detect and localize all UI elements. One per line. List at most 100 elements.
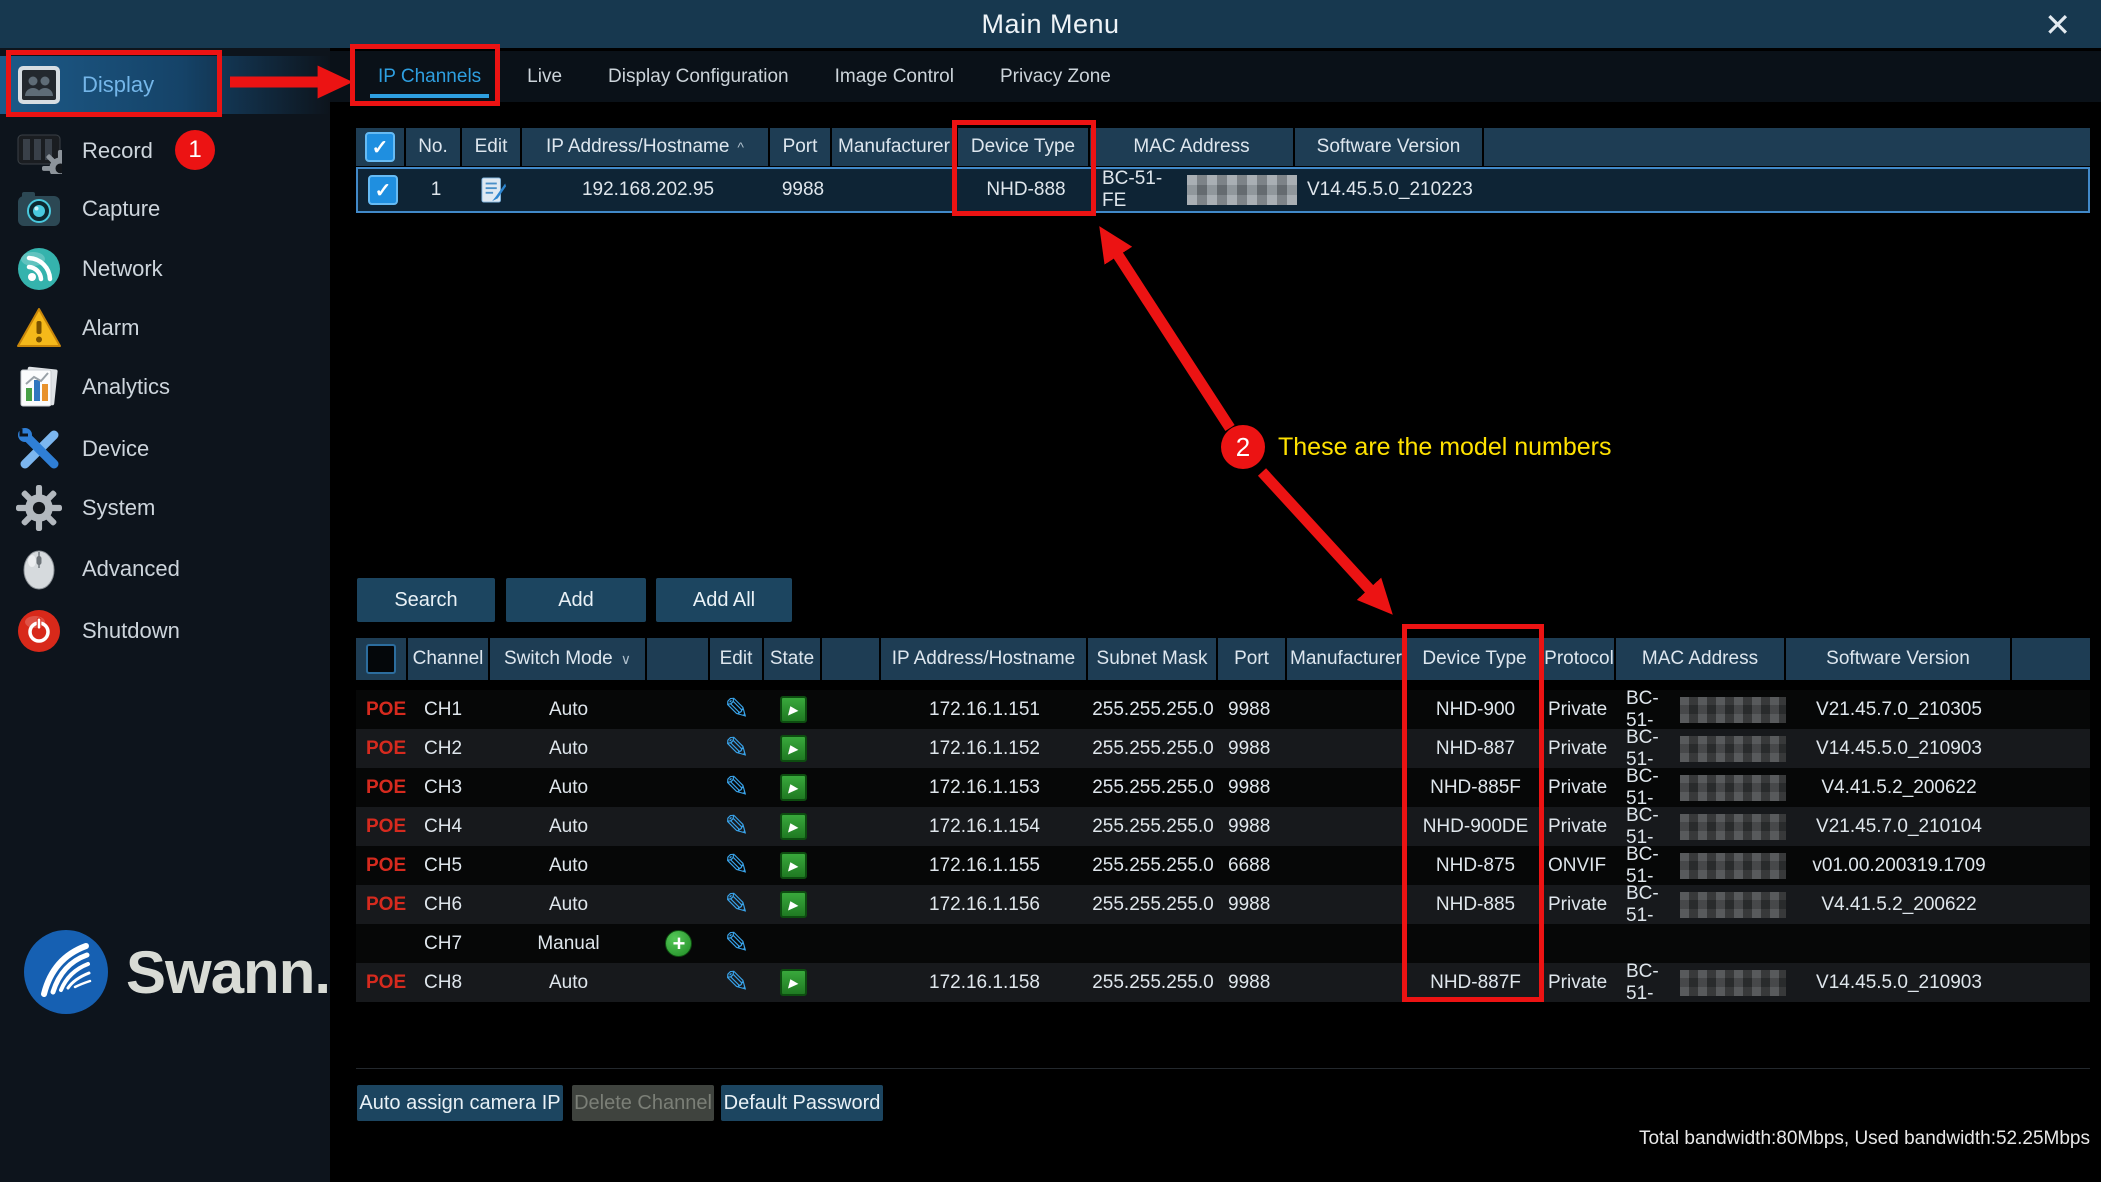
tab-ip-channels[interactable]: IP Channels <box>369 64 490 98</box>
sidebar-item-label: Device <box>82 436 150 461</box>
sidebar-item-network[interactable]: Network <box>0 240 330 298</box>
channel-row[interactable]: POE CH6 Auto + ✎ ▶ 172.16.1.156 255.255.… <box>356 883 2090 926</box>
state-play-icon[interactable]: ▶ <box>779 969 807 996</box>
edit-icon[interactable]: ✎ <box>724 731 750 765</box>
sidebar-item-advanced[interactable]: Advanced <box>0 540 330 598</box>
channel-row[interactable]: POE CH4 Auto + ✎ ▶ 172.16.1.154 255.255.… <box>356 805 2090 848</box>
sidebar-item-system[interactable]: System <box>0 479 330 537</box>
state-play-icon[interactable]: ▶ <box>779 852 807 879</box>
state-play-icon[interactable]: ▶ <box>779 813 807 840</box>
close-icon[interactable]: ✕ <box>2044 7 2071 43</box>
column-header-subnet: Subnet Mask <box>1088 638 1218 680</box>
sidebar-item-analytics[interactable]: Analytics <box>0 358 330 416</box>
channel-row[interactable]: POE CH5 Auto + ✎ ▶ 172.16.1.155 255.255.… <box>356 844 2090 887</box>
cell-mac: BC-51- <box>1616 805 1786 848</box>
cell-switch-mode: Auto <box>548 893 589 915</box>
edit-icon[interactable]: ✎ <box>724 965 750 999</box>
cell-device-type: NHD-887 <box>1435 737 1516 759</box>
column-header-mac: MAC Address <box>1090 128 1295 166</box>
cell-channel: CH8 <box>424 971 463 993</box>
check-icon: ✓ <box>374 179 392 202</box>
cell-device-type: NHD-900 <box>1435 698 1516 720</box>
sidebar-item-capture[interactable]: Capture <box>0 180 330 238</box>
redacted-mac <box>1680 735 1786 762</box>
cell-mac: BC-51- <box>1616 844 1786 887</box>
channel-row[interactable]: POE CH2 Auto + ✎ ▶ 172.16.1.152 255.255.… <box>356 727 2090 770</box>
row-select-cell: ✓ <box>358 169 408 211</box>
column-header-ip[interactable]: IP Address/Hostname ^ <box>522 128 770 166</box>
edit-icon[interactable]: ✎ <box>724 809 750 843</box>
column-header-filler <box>2012 638 2090 680</box>
column-header-blank <box>647 638 710 680</box>
cell-software-version <box>1786 924 2012 963</box>
default-password-button[interactable]: Default Password <box>721 1085 883 1121</box>
cell-subnet: 255.255.255.0 <box>1092 815 1214 837</box>
state-play-icon[interactable]: ▶ <box>779 891 807 918</box>
sidebar-item-shutdown[interactable]: Shutdown <box>0 602 330 660</box>
edit-icon[interactable]: ✎ <box>724 770 750 804</box>
cell-port: 9988 <box>1228 776 1271 798</box>
sidebar-item-label: Advanced <box>82 556 180 581</box>
cell-ip: 172.16.1.155 <box>929 854 1040 876</box>
channel-row[interactable]: POE CH3 Auto + ✎ ▶ 172.16.1.153 255.255.… <box>356 766 2090 809</box>
edit-document-icon[interactable] <box>464 169 524 211</box>
cell-ip: 172.16.1.153 <box>929 776 1040 798</box>
column-header-ip: IP Address/Hostname <box>881 638 1088 680</box>
tab-image-control[interactable]: Image Control <box>834 66 954 87</box>
redacted-mac <box>1680 891 1786 918</box>
cell-manufacturer <box>1287 807 1407 846</box>
state-play-icon[interactable]: ▶ <box>779 774 807 801</box>
cell-manufacturer <box>834 169 960 211</box>
cell-manufacturer <box>1287 963 1407 1002</box>
sidebar-item-device[interactable]: Device <box>0 420 330 478</box>
poe-label <box>356 924 408 963</box>
cell-device-type: NHD-888 <box>986 179 1066 200</box>
select-all-cell: ✓ <box>356 128 406 166</box>
column-header-device-type: Device Type <box>958 128 1090 166</box>
display-icon <box>18 66 60 104</box>
cell-subnet: 255.255.255.0 <box>1092 854 1214 876</box>
edit-icon[interactable]: ✎ <box>724 926 750 960</box>
state-play-icon[interactable]: ▶ <box>779 696 807 723</box>
tab-live[interactable]: Live <box>527 66 563 87</box>
auto-assign-camera-ip-button[interactable]: Auto assign camera IP <box>357 1085 563 1121</box>
add-plus-icon[interactable]: + <box>665 930 692 957</box>
column-header-switch-mode[interactable]: Switch Mode ∨ <box>490 638 647 680</box>
column-header-manufacturer: Manufacturer <box>832 128 958 166</box>
search-button[interactable]: Search <box>357 578 495 622</box>
tab-privacy-zone[interactable]: Privacy Zone <box>999 66 1111 87</box>
divider <box>356 1068 2090 1069</box>
cell-mac: BC-51-FE <box>1092 168 1297 211</box>
sidebar-item-display[interactable]: Display <box>0 56 330 114</box>
state-play-icon[interactable]: ▶ <box>779 735 807 762</box>
edit-icon[interactable]: ✎ <box>724 887 750 921</box>
edit-icon[interactable]: ✎ <box>724 692 750 726</box>
checked-checkbox[interactable]: ✓ <box>365 132 395 162</box>
cell-protocol <box>1544 924 1616 963</box>
channel-row[interactable]: POE CH8 Auto + ✎ ▶ 172.16.1.158 255.255.… <box>356 961 2090 1004</box>
sidebar-item-record[interactable]: Record <box>0 122 330 180</box>
added-device-row[interactable]: ✓ 1 192.168.202.95 9988 NHD-888 BC-51-FE… <box>356 167 2090 213</box>
arrow-to-top-device-type <box>1099 226 1235 431</box>
edit-icon[interactable]: ✎ <box>724 848 750 882</box>
add-all-button[interactable]: Add All <box>656 578 792 622</box>
delete-channel-button[interactable]: Delete Channel <box>572 1085 714 1121</box>
tab-display-configuration[interactable]: Display Configuration <box>608 66 789 87</box>
channel-row[interactable]: POE CH1 Auto + ✎ ▶ 172.16.1.151 255.255.… <box>356 688 2090 731</box>
cell-software-version: V4.41.5.2_200622 <box>1821 776 1977 798</box>
shutdown-icon <box>18 610 60 652</box>
add-button[interactable]: Add <box>506 578 646 622</box>
checked-checkbox[interactable]: ✓ <box>368 175 398 205</box>
cell-software-version: V21.45.7.0_210305 <box>1816 698 1982 720</box>
cell-protocol: ONVIF <box>1548 854 1607 876</box>
cell-channel: CH3 <box>424 776 463 798</box>
cell-switch-mode: Auto <box>548 776 589 798</box>
unchecked-checkbox[interactable] <box>366 644 396 674</box>
channel-rows: POE CH1 Auto + ✎ ▶ 172.16.1.151 255.255.… <box>356 688 2090 1004</box>
sidebar-item-alarm[interactable]: Alarm <box>0 299 330 357</box>
channel-row[interactable]: CH7 Manual + ✎ ▶ <box>356 924 2090 963</box>
cell-port: 9988 <box>1228 698 1271 720</box>
record-icon <box>17 134 62 174</box>
column-header-software-version: Software Version <box>1295 128 1484 166</box>
sidebar-item-label: Analytics <box>82 374 171 399</box>
